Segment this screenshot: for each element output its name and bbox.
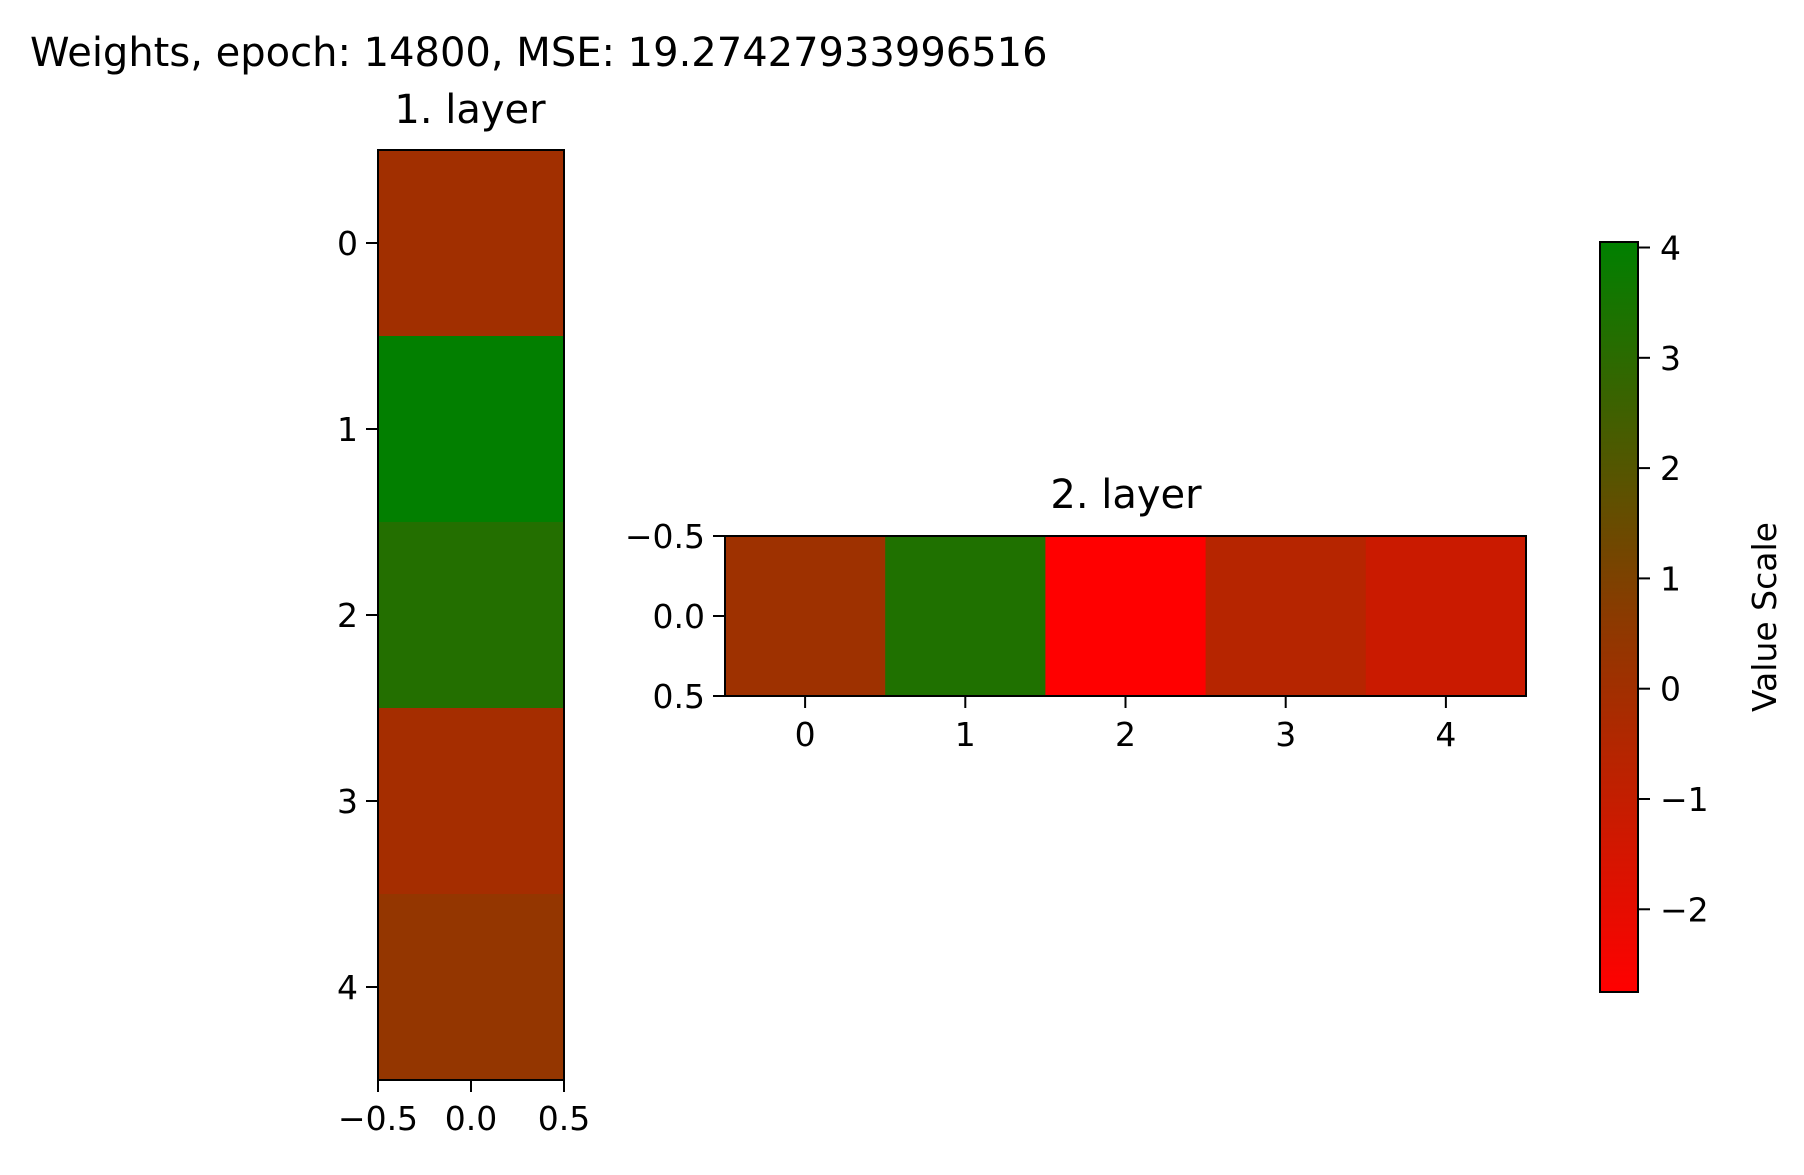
colorbar-tick-label: −1 <box>1660 780 1709 819</box>
layer2-cell-0-0 <box>725 536 886 697</box>
layer1-x-tick-label: −0.5 <box>338 1099 418 1138</box>
layer2-y-tick-label: −0.5 <box>625 517 705 556</box>
layer1-y-tick-label: 3 <box>337 782 358 821</box>
layer1-panel: 1. layer 0 1 2 3 4 −0.5 0.0 0.5 <box>337 87 590 1138</box>
layer2-x-axis: 0 1 2 3 4 <box>795 696 1456 754</box>
layer1-cell-0-0 <box>378 150 565 337</box>
colorbar-tick-label: 1 <box>1660 559 1681 598</box>
layer2-cell-0-2 <box>1045 536 1207 697</box>
colorbar-frame <box>1599 241 1639 993</box>
layer2-title: 2. layer <box>1050 472 1202 518</box>
layer2-x-tick-label: 3 <box>1275 715 1296 754</box>
layer1-x-tick-label: 0.0 <box>445 1099 497 1138</box>
colorbar-tick-label: 4 <box>1660 229 1681 268</box>
layer2-y-tick-label: 0.0 <box>653 597 705 636</box>
layer2-y-axis: −0.5 0.0 0.5 <box>625 517 725 716</box>
layer2-x-tick-label: 2 <box>1115 715 1136 754</box>
layer1-y-tick-label: 0 <box>337 224 358 263</box>
layer1-cells <box>378 150 565 1081</box>
layer2-cell-0-4 <box>1365 536 1527 697</box>
layer1-x-tick-label: 0.5 <box>538 1099 590 1138</box>
layer1-cell-2-0 <box>378 522 565 709</box>
layer2-panel: 2. layer −0.5 0.0 0.5 0 1 2 3 4 <box>625 472 1527 754</box>
layer1-y-tick-label: 1 <box>337 410 358 449</box>
figure-title: Weights, epoch: 14800, MSE: 19.274279339… <box>30 30 1048 76</box>
layer1-y-tick-label: 4 <box>337 968 358 1007</box>
colorbar-tick-label: 2 <box>1660 449 1681 488</box>
layer2-y-tick-label: 0.5 <box>653 677 705 716</box>
layer2-cells <box>725 536 1527 697</box>
colorbar: 4 3 2 1 0 −1 −2 Value Scale <box>1599 229 1784 993</box>
layer2-x-tick-label: 0 <box>795 715 816 754</box>
colorbar-label: Value Scale <box>1745 522 1784 712</box>
layer1-cell-3-0 <box>378 708 565 895</box>
layer2-cell-0-3 <box>1205 536 1367 697</box>
layer1-y-tick-label: 2 <box>337 596 358 635</box>
colorbar-axis: 4 3 2 1 0 −1 −2 <box>1638 229 1709 929</box>
layer1-cell-4-0 <box>378 894 565 1081</box>
colorbar-tick-label: 3 <box>1660 339 1681 378</box>
colorbar-gradient <box>1600 242 1638 992</box>
layer1-x-axis: −0.5 0.0 0.5 <box>338 1080 590 1138</box>
layer1-y-axis: 0 1 2 3 4 <box>337 224 378 1007</box>
layer2-x-tick-label: 1 <box>955 715 976 754</box>
colorbar-tick-label: −2 <box>1660 890 1709 929</box>
layer2-cell-0-1 <box>885 536 1046 697</box>
layer1-cell-1-0 <box>378 336 565 523</box>
layer2-x-tick-label: 4 <box>1435 715 1456 754</box>
layer1-title: 1. layer <box>394 87 546 133</box>
colorbar-tick-label: 0 <box>1660 670 1681 709</box>
